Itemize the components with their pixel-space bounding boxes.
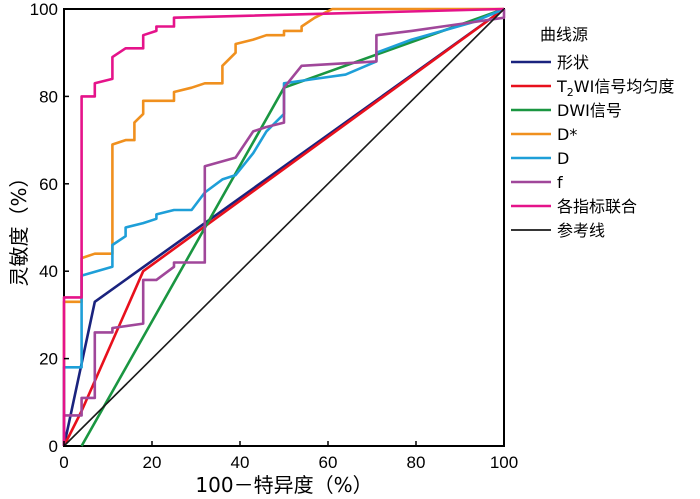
y-axis-title: 灵敏度（%） xyxy=(7,167,31,286)
series-line-DWI信号 xyxy=(80,7,505,447)
series-line-各指标联合 xyxy=(62,7,505,446)
y-tick-label: 60 xyxy=(39,175,58,194)
legend-item-label: 各指标联合 xyxy=(557,197,637,216)
legend-item-label: 形状 xyxy=(557,53,589,72)
x-tick-label: 20 xyxy=(143,453,162,472)
y-tick-label: 0 xyxy=(49,437,58,456)
legend-item-label: T2WI信号均匀度 xyxy=(556,77,674,99)
x-axis-title: 100－特异度（%） xyxy=(195,473,372,497)
x-tick-label: 40 xyxy=(231,453,250,472)
plot-frame xyxy=(63,8,505,447)
legend-item-label: D* xyxy=(557,125,577,144)
legend-item-label: DWI信号 xyxy=(557,101,622,120)
series-layer xyxy=(62,7,506,447)
series-line-T2WI信号均匀度 xyxy=(62,7,505,447)
grid-and-axes xyxy=(63,8,505,447)
x-tick-label: 100 xyxy=(490,453,518,472)
legend-item-label: D xyxy=(557,149,569,168)
y-tick-label: 100 xyxy=(30,0,58,19)
y-tick-label: 40 xyxy=(39,262,58,281)
series-line-D* xyxy=(62,7,504,446)
x-tick-label: 0 xyxy=(59,453,68,472)
legend-item-label: f xyxy=(557,173,563,192)
tick-layer: 0 20 40 60 80 100 0 20 40 60 80 100 xyxy=(30,0,519,472)
x-tick-label: 60 xyxy=(319,453,338,472)
x-tick-label: 80 xyxy=(407,453,426,472)
legend-item-label: 参考线 xyxy=(557,221,605,240)
series-line-参考线 xyxy=(63,8,505,447)
y-tick-label: 20 xyxy=(39,350,58,369)
legend-title: 曲线源 xyxy=(540,25,588,44)
series-line-f xyxy=(62,9,506,446)
y-tick-label: 80 xyxy=(39,87,58,106)
